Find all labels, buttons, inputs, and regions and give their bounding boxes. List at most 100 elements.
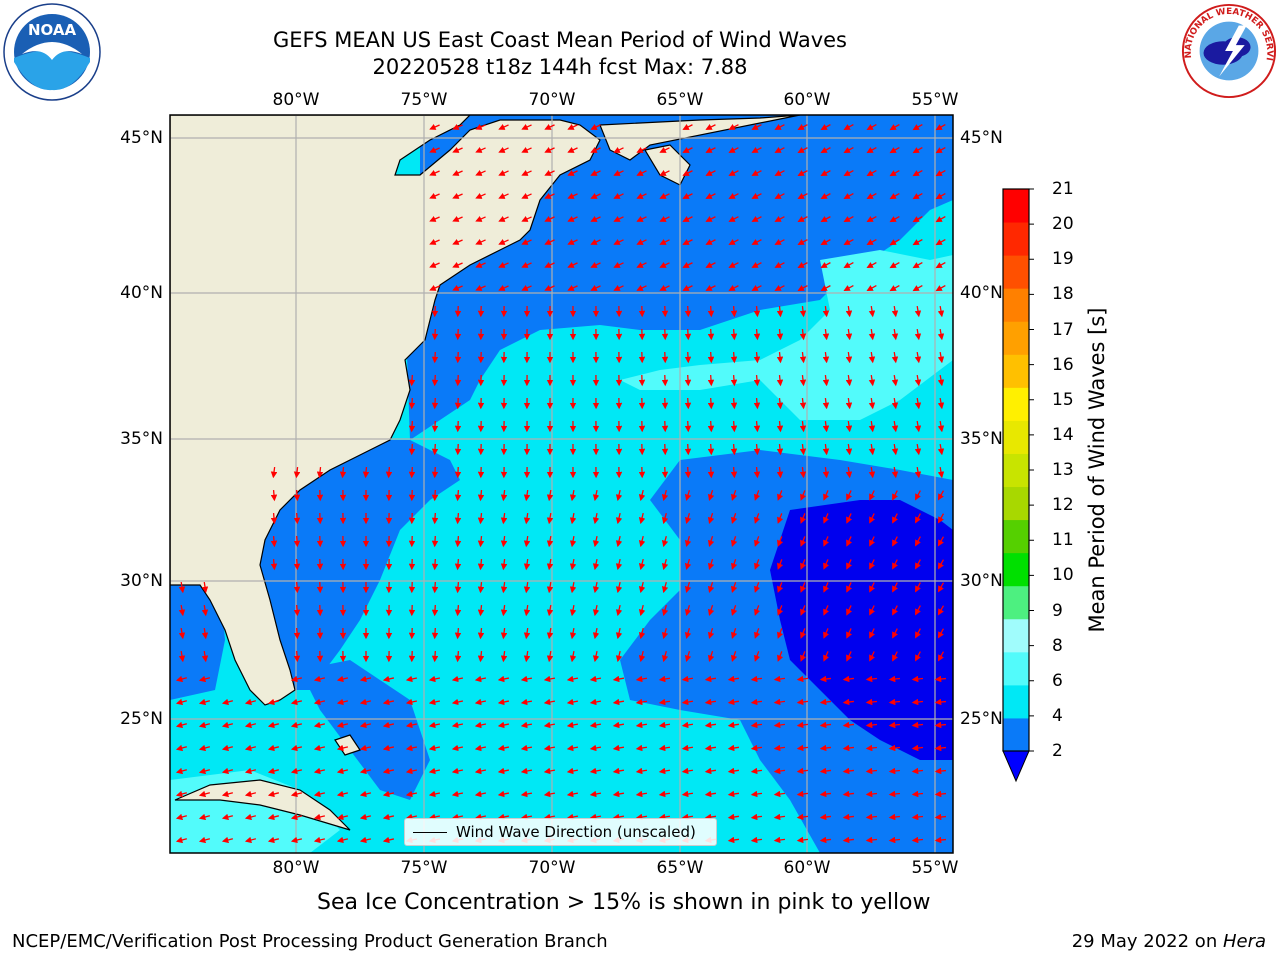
svg-text:NOAA: NOAA [28, 21, 77, 39]
direction-arrow [293, 581, 301, 594]
direction-arrow [846, 536, 853, 547]
direction-arrow [799, 351, 807, 364]
direction-arrow [638, 535, 646, 548]
direction-arrow [730, 559, 738, 570]
direction-arrow [475, 215, 486, 222]
direction-arrow [912, 123, 923, 131]
direction-arrow [937, 628, 945, 639]
direction-arrow [661, 582, 669, 594]
direction-arrow [636, 238, 647, 245]
direction-arrow [800, 536, 807, 547]
direction-arrow [796, 744, 809, 752]
direction-arrow [682, 124, 693, 130]
direction-arrow [566, 721, 579, 729]
direction-arrow [777, 536, 784, 547]
direction-arrow [290, 721, 303, 729]
direction-arrow [293, 650, 301, 663]
direction-arrow [888, 767, 901, 775]
direction-arrow [454, 604, 462, 617]
direction-arrow [566, 698, 579, 706]
direction-arrow [405, 744, 418, 752]
direction-arrow [705, 262, 716, 268]
direction-arrow [684, 582, 692, 594]
direction-arrow [796, 813, 809, 821]
direction-arrow [842, 698, 855, 706]
direction-arrow [520, 767, 533, 775]
direction-arrow [705, 239, 716, 245]
colorbar-tick-label: 17 [1052, 319, 1074, 340]
direction-arrow [754, 513, 761, 524]
direction-arrow [336, 698, 349, 706]
direction-arrow [730, 443, 738, 456]
direction-arrow [497, 767, 510, 775]
direction-arrow [865, 813, 878, 821]
colorbar-tick-label: 8 [1052, 635, 1063, 656]
direction-arrow [544, 123, 555, 130]
colorbar-tick-label: 14 [1052, 424, 1074, 445]
direction-arrow [405, 698, 418, 706]
direction-arrow [567, 215, 578, 222]
direction-arrow [452, 215, 463, 222]
direction-arrow [497, 790, 510, 798]
direction-arrow [820, 124, 831, 130]
direction-arrow [429, 146, 440, 153]
direction-arrow [846, 490, 853, 501]
direction-arrow [750, 767, 763, 775]
direction-arrow [819, 767, 832, 775]
direction-arrow [589, 790, 602, 798]
direction-arrow [866, 216, 877, 223]
direction-arrow [313, 744, 326, 752]
direction-arrow [842, 721, 855, 729]
direction-arrow [707, 513, 715, 525]
direction-arrow [868, 351, 876, 364]
direction-arrow [198, 767, 211, 775]
direction-arrow [728, 285, 739, 291]
direction-arrow [754, 536, 761, 547]
direction-arrow [681, 721, 694, 729]
direction-arrow [777, 513, 784, 524]
direction-arrow [704, 721, 717, 729]
direction-arrow [773, 698, 786, 706]
direction-arrow [520, 675, 533, 683]
direction-arrow [431, 650, 439, 663]
direction-arrow [704, 767, 717, 775]
direction-arrow [911, 698, 924, 706]
direction-arrow [914, 351, 922, 364]
direction-arrow [428, 721, 441, 729]
direction-arrow [869, 513, 876, 524]
direction-arrow [730, 628, 738, 639]
direction-arrow [497, 813, 510, 821]
direction-arrow [888, 836, 901, 844]
direction-arrow [777, 605, 784, 616]
direction-arrow [684, 490, 692, 502]
direction-arrow [566, 790, 579, 798]
direction-arrow [498, 123, 509, 130]
direction-arrow [590, 238, 601, 245]
direction-arrow [892, 559, 898, 570]
direction-arrow [684, 397, 692, 410]
direction-arrow [221, 767, 234, 775]
direction-arrow [727, 744, 740, 752]
direction-arrow [797, 216, 808, 222]
direction-arrow [635, 813, 648, 821]
direction-arrow [914, 443, 922, 456]
direction-arrow [865, 836, 878, 844]
direction-arrow [843, 193, 854, 200]
direction-arrow [799, 443, 807, 456]
direction-arrow [776, 374, 784, 387]
direction-arrow [819, 698, 832, 706]
direction-arrow [866, 147, 877, 154]
direction-arrow [635, 744, 648, 752]
direction-arrow [869, 490, 876, 501]
direction-arrow [544, 169, 555, 176]
graticule [170, 115, 953, 853]
direction-arrow [845, 328, 853, 341]
colorbar-extend-below [1002, 750, 1030, 783]
direction-arrow [823, 559, 830, 570]
direction-arrow [590, 284, 601, 291]
direction-arrow [201, 581, 209, 594]
direction-arrow [382, 790, 395, 798]
direction-arrow [843, 147, 854, 154]
direction-arrow [474, 744, 487, 752]
colorbar-segment [1003, 717, 1029, 752]
